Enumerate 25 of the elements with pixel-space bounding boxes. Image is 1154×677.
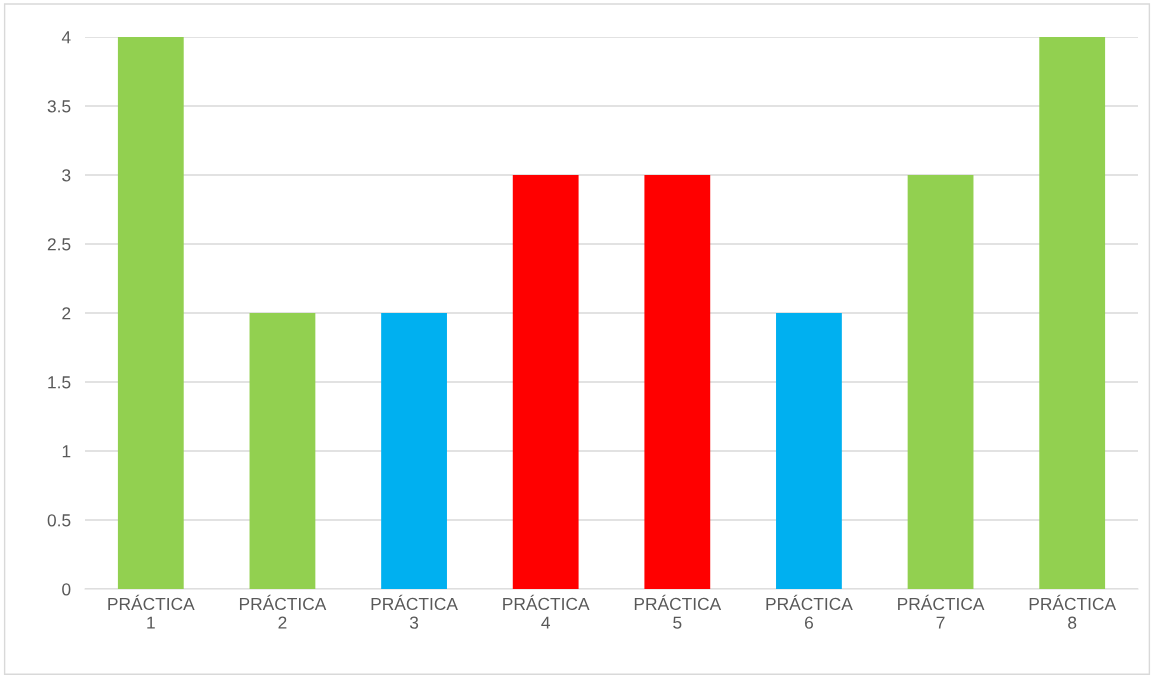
x-tick-label: PRÁCTICA 5 (634, 594, 722, 629)
y-tick-label: 2.5 (47, 238, 71, 251)
bar (381, 313, 447, 589)
y-tick-label: 3.5 (47, 100, 71, 113)
y-tick-label: 0 (62, 583, 71, 596)
x-tick-label: PRÁCTICA 8 (1029, 594, 1117, 629)
y-tick-label: 2 (62, 307, 71, 320)
bar (1039, 37, 1106, 589)
y-tick-label: 1.5 (48, 376, 71, 389)
bar (644, 175, 711, 589)
bar (907, 175, 974, 589)
x-tick-label: PRÁCTICA 1 (108, 594, 195, 629)
y-tick-label: 3 (62, 169, 71, 182)
bar (776, 313, 842, 589)
bar (117, 37, 184, 589)
y-tick-label: 4 (61, 31, 71, 44)
x-tick-label: PRÁCTICA 6 (766, 594, 853, 629)
y-tick-label: 1 (62, 445, 71, 458)
x-tick-label: PRÁCTICA 2 (239, 594, 327, 629)
x-tick-label: PRÁCTICA 4 (503, 594, 590, 629)
y-tick-label: 0.5 (47, 514, 71, 527)
bar (249, 313, 316, 589)
x-tick-label: PRÁCTICA 3 (371, 594, 458, 629)
x-tick-label: PRÁCTICA 7 (898, 594, 985, 629)
bar (512, 175, 579, 589)
